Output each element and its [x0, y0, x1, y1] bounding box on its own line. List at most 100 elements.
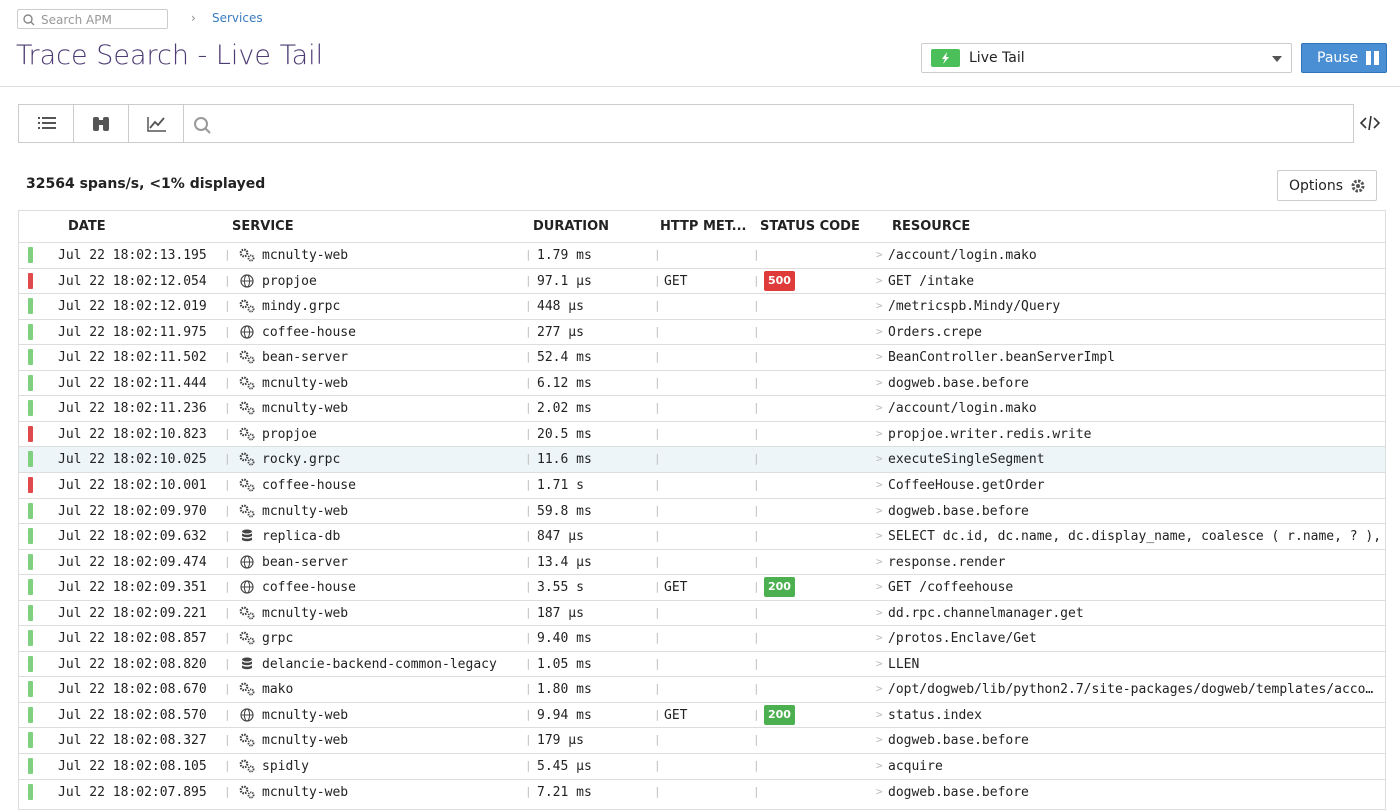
duration-cell: 448 µs	[537, 299, 584, 315]
column-separator: |	[224, 477, 231, 491]
trace-row[interactable]: Jul 22 18:02:11.502 | bean-server | 52.4 ms |…	[19, 344, 1385, 371]
options-button[interactable]: Options	[1277, 170, 1377, 201]
resource-chevron: >	[876, 477, 883, 491]
date-cell: Jul 22 18:02:09.632	[58, 529, 207, 545]
resource-chevron: >	[876, 375, 883, 389]
date-cell: Jul 22 18:02:08.570	[58, 707, 207, 723]
service-icon	[240, 580, 254, 594]
trace-row[interactable]: Jul 22 18:02:08.570 | mcnulty-web | 9.94 ms |…	[19, 701, 1385, 729]
column-separator: |	[224, 631, 231, 645]
resource-cell: propjoe.writer.redis.write	[888, 426, 1092, 442]
status-bar	[28, 706, 33, 723]
resource-chevron: >	[876, 682, 883, 696]
column-separator: |	[525, 707, 532, 721]
service-icon	[239, 759, 255, 773]
trace-row[interactable]: Jul 22 18:02:08.327 | mcnulty-web | 179 µs | |…	[19, 727, 1385, 754]
service-cell: spidly	[262, 759, 309, 774]
date-cell: Jul 22 18:02:08.105	[58, 759, 207, 774]
duration-cell: 187 µs	[537, 605, 584, 621]
live-icon	[931, 49, 960, 67]
column-separator: |	[753, 529, 760, 543]
resource-cell: SELECT dc.id, dc.name, dc.display_name, …	[888, 529, 1378, 545]
trace-row[interactable]: Jul 22 18:02:09.221 | mcnulty-web | 187 µs | |…	[19, 599, 1385, 627]
trace-row[interactable]: Jul 22 18:02:13.195 | mcnulty-web | 1.79 ms |…	[19, 242, 1385, 269]
column-separator: |	[224, 707, 231, 721]
trace-row[interactable]: Jul 22 18:02:10.025 | rocky.grpc | 11.6 ms | |…	[19, 446, 1385, 473]
trace-row[interactable]: Jul 22 18:02:09.351 | coffee-house | 3.55 s |…	[19, 574, 1385, 601]
trace-row[interactable]: Jul 22 18:02:12.019 | mindy.grpc | 448 µs | | >…	[19, 293, 1385, 320]
column-separator: |	[224, 426, 231, 440]
column-separator: |	[224, 759, 231, 772]
column-header: STATUS CODE	[760, 219, 860, 234]
column-separator: |	[654, 273, 661, 287]
breadcrumb-link[interactable]: Services	[212, 11, 263, 25]
column-separator: |	[224, 605, 231, 619]
trace-row[interactable]: Jul 22 18:02:12.054 | propjoe | 97.1 µs | GET |…	[19, 267, 1385, 295]
trace-row[interactable]: Jul 22 18:02:08.857 | grpc | 9.40 ms | | > /prot…	[19, 625, 1385, 652]
search-box[interactable]: Search APM	[17, 9, 168, 29]
service-icon	[239, 401, 255, 415]
pause-label: Pause	[1317, 50, 1359, 66]
column-separator: |	[224, 401, 231, 415]
status-bar	[28, 298, 33, 315]
status-bar	[28, 579, 33, 596]
trace-row[interactable]: Jul 22 18:02:11.444 | mcnulty-web | 6.12 ms |…	[19, 369, 1385, 397]
code-toggle[interactable]	[1360, 114, 1380, 132]
status-bar	[28, 425, 33, 442]
trace-row[interactable]: Jul 22 18:02:11.236 | mcnulty-web | 2.02 ms |…	[19, 395, 1385, 422]
mode-dropdown[interactable]: Live Tail	[921, 43, 1292, 73]
service-cell: mcnulty-web	[262, 248, 349, 263]
service-icon	[239, 785, 255, 799]
column-separator: |	[753, 452, 760, 466]
trace-row[interactable]: Jul 22 18:02:09.474 | bean-server | 13.4 µs |…	[19, 548, 1385, 576]
duration-cell: 1.80 ms	[537, 682, 592, 698]
column-separator: |	[753, 375, 760, 389]
trace-row[interactable]: Jul 22 18:02:09.970 | mcnulty-web | 59.8 ms |…	[19, 497, 1385, 525]
column-separator: |	[654, 529, 661, 543]
trace-row[interactable]: Jul 22 18:02:10.823 | propjoe | 20.5 ms | | > pr…	[19, 420, 1385, 448]
status-bar	[28, 655, 33, 672]
duration-cell: 277 µs	[537, 324, 584, 340]
toolbar	[18, 104, 1354, 143]
service-cell: mcnulty-web	[262, 733, 349, 749]
status-bar	[28, 758, 33, 774]
column-separator: |	[224, 580, 231, 594]
date-cell: Jul 22 18:02:09.970	[58, 503, 207, 519]
column-separator: |	[654, 401, 661, 415]
trace-row[interactable]: Jul 22 18:02:09.632 | replica-db | 847 µs | | >…	[19, 523, 1385, 550]
duration-cell: 3.55 s	[537, 580, 584, 596]
column-separator: |	[525, 375, 532, 389]
column-separator: |	[525, 656, 532, 670]
duration-cell: 9.94 ms	[537, 707, 592, 723]
service-cell: mcnulty-web	[262, 401, 349, 417]
column-separator: |	[654, 656, 661, 670]
date-cell: Jul 22 18:02:10.025	[58, 452, 207, 468]
throughput-summary: 32564 spans/s, <1% displayed	[26, 176, 266, 192]
trace-row[interactable]: Jul 22 18:02:11.975 | coffee-house | 277 µs |…	[19, 318, 1385, 346]
column-separator: |	[224, 784, 231, 798]
timeseries-button[interactable]	[129, 105, 184, 142]
trace-row[interactable]: Jul 22 18:02:10.001 | coffee-house | 1.71 s |…	[19, 471, 1385, 499]
trace-row[interactable]: Jul 22 18:02:08.105 | spidly | 5.45 µs | | > acq…	[19, 753, 1385, 780]
service-icon	[240, 273, 254, 288]
trace-row[interactable]: Jul 22 18:02:08.670 | mako | 1.80 ms | | > /opt/…	[19, 676, 1385, 703]
service-cell: mcnulty-web	[262, 375, 349, 391]
service-icon	[239, 478, 255, 492]
column-separator: |	[753, 707, 760, 721]
trace-row[interactable]: Jul 22 18:02:08.820 | delancie-backend-com…	[19, 650, 1385, 678]
column-separator: |	[753, 605, 760, 619]
resource-chevron: >	[876, 631, 883, 645]
service-cell: bean-server	[262, 350, 349, 366]
options-label: Options	[1289, 178, 1344, 194]
explore-button[interactable]	[74, 105, 129, 142]
pause-button[interactable]: Pause	[1301, 43, 1387, 73]
resource-cell: executeSingleSegment	[888, 452, 1045, 468]
status-bar	[28, 553, 33, 570]
column-separator: |	[753, 477, 760, 491]
resource-cell: /metricspb.Mindy/Query	[888, 299, 1061, 315]
column-separator: |	[753, 273, 760, 287]
column-separator: |	[525, 299, 532, 313]
trace-row[interactable]: Jul 22 18:02:07.895 | mcnulty-web | 7.21 ms |…	[19, 778, 1385, 806]
list-view-button[interactable]	[19, 105, 74, 142]
date-cell: Jul 22 18:02:11.236	[58, 401, 207, 417]
